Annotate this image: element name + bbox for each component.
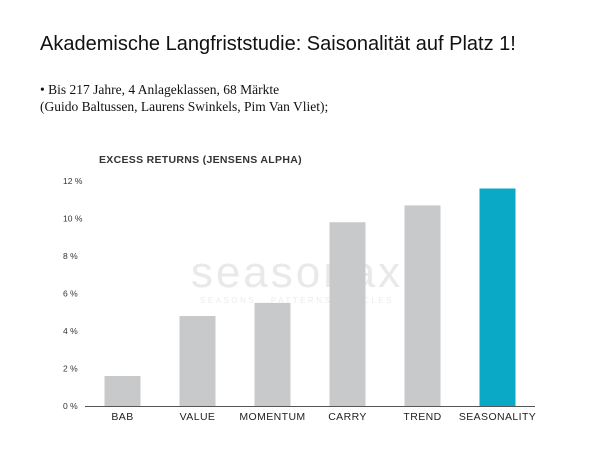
bar-value — [179, 316, 216, 406]
y-axis: 0 % 2 % 4 % 6 % 8 % 10 % 12 % — [63, 176, 83, 411]
watermark-logo: seasonax — [191, 248, 403, 297]
y-tick-label: 0 % — [63, 401, 78, 411]
x-tick-label: VALUE — [180, 411, 216, 423]
watermark-tagline: SEASONS · PATTERNS · CYCLES — [200, 296, 394, 305]
x-tick-label: SEASONALITY — [459, 411, 536, 423]
bar-carry — [329, 222, 366, 406]
slide-title: Akademische Langfriststudie: Saisonalitä… — [40, 33, 516, 55]
bullet-line-authors: (Guido Baltussen, Laurens Swinkels, Pim … — [40, 99, 329, 114]
y-tick-label: 4 % — [63, 326, 78, 336]
x-tick-label: BAB — [111, 411, 133, 423]
chart-title: EXCESS RETURNS (JENSENS ALPHA) — [99, 154, 302, 166]
y-tick-label: 10 % — [63, 214, 83, 224]
bullet-text: • Bis 217 Jahre, 4 Anlageklassen, 68 Mär… — [40, 81, 328, 115]
x-tick-label: MOMENTUM — [239, 411, 305, 423]
bars — [104, 188, 516, 406]
bar-seasonality — [479, 188, 516, 406]
x-axis: BAB VALUE MOMENTUM CARRY TREND SEASONALITY — [111, 411, 536, 423]
y-tick-label: 6 % — [63, 289, 78, 299]
bar-trend — [404, 205, 441, 406]
y-tick-label: 2 % — [63, 364, 78, 374]
bar-bab — [104, 376, 141, 406]
bar-momentum — [254, 302, 291, 406]
y-tick-label: 8 % — [63, 251, 78, 261]
x-tick-label: CARRY — [328, 411, 367, 423]
x-tick-label: TREND — [403, 411, 441, 423]
y-tick-label: 12 % — [63, 176, 83, 186]
bullet-line-study-scope: • Bis 217 Jahre, 4 Anlageklassen, 68 Mär… — [40, 82, 280, 97]
